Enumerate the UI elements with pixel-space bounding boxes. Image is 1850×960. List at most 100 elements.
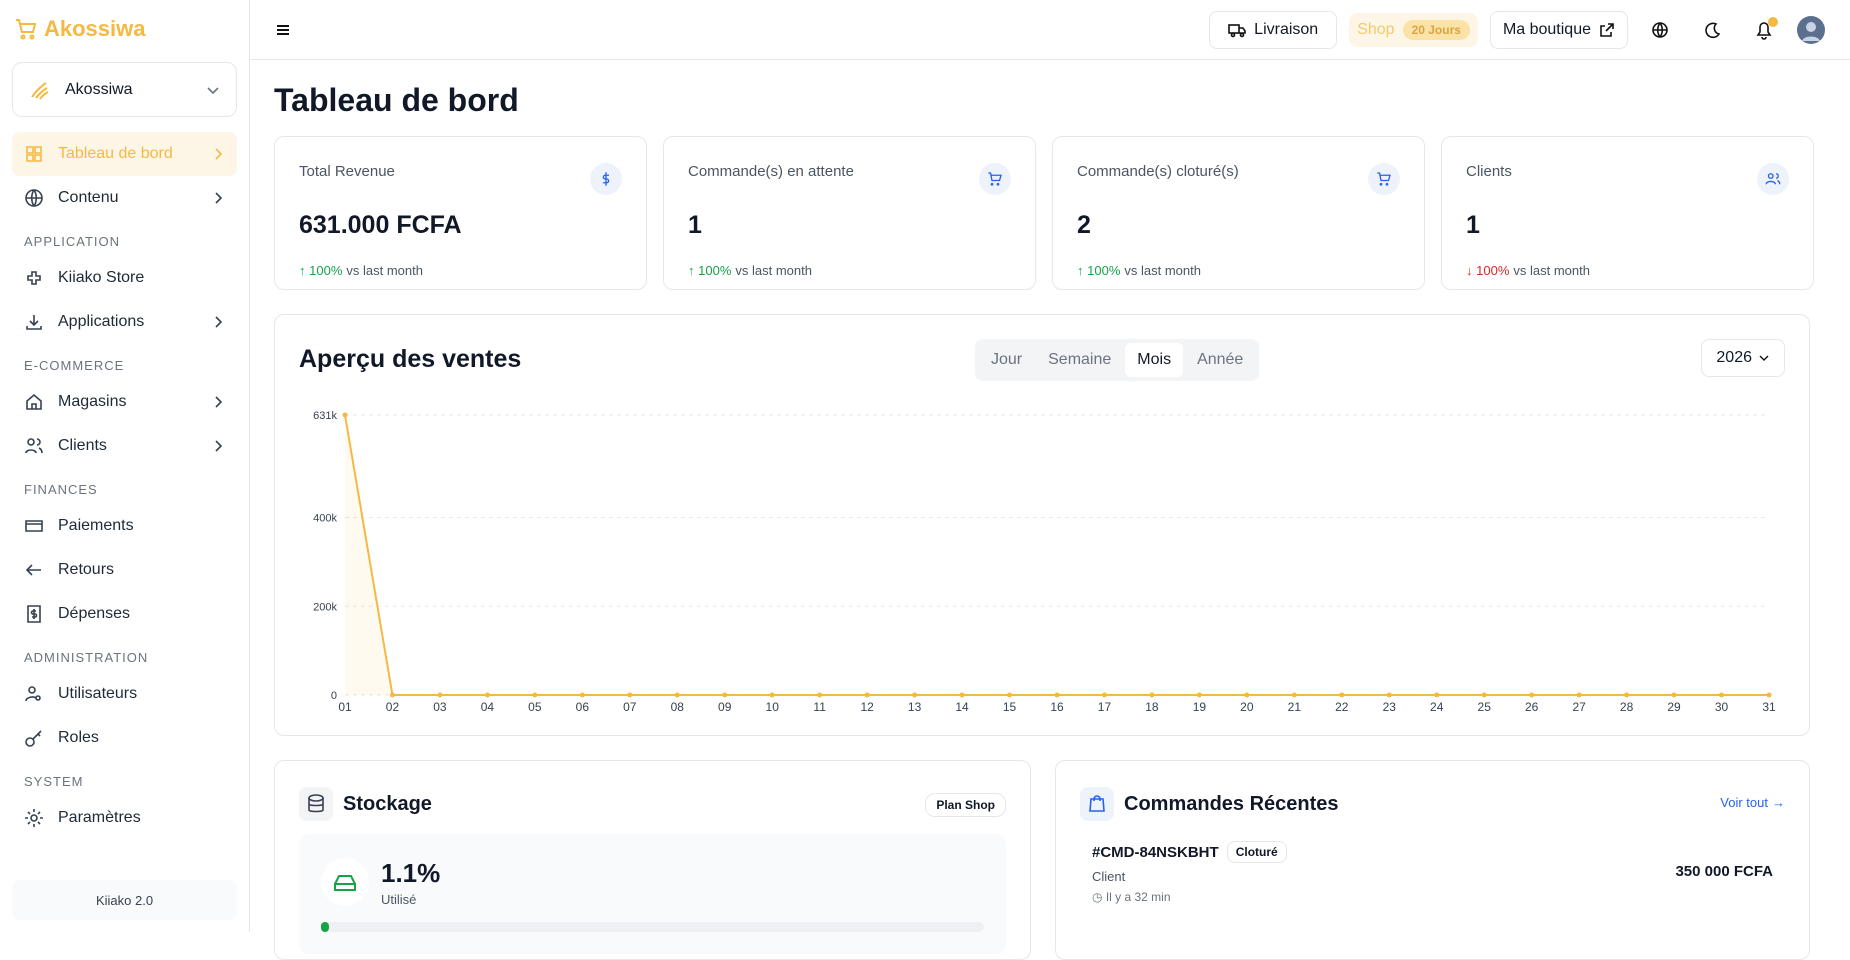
orders-link[interactable]: Voir tout → bbox=[1720, 795, 1785, 810]
storage-card: Stockage Plan Shop 1.1% Utilisé bbox=[274, 760, 1031, 960]
x-tick-label: 02 bbox=[386, 700, 400, 714]
x-tick-label: 27 bbox=[1572, 700, 1586, 714]
storage-bar bbox=[321, 922, 984, 932]
x-tick-label: 06 bbox=[576, 700, 590, 714]
x-tick-label: 01 bbox=[338, 700, 352, 714]
clock: ◷ bbox=[1092, 890, 1106, 904]
nav-item[interactable]: Dépenses bbox=[12, 592, 237, 636]
nav-item[interactable]: Utilisateurs bbox=[12, 672, 237, 716]
language-button[interactable] bbox=[1640, 10, 1680, 50]
nav-icon bbox=[26, 146, 42, 162]
cart-icon bbox=[16, 19, 37, 40]
icon-path bbox=[25, 520, 43, 532]
nav-item[interactable]: Contenu bbox=[12, 176, 237, 220]
x-tick-label: 26 bbox=[1525, 700, 1539, 714]
nav-item[interactable]: Roles bbox=[12, 716, 237, 760]
nav-item[interactable]: Kiiako Store bbox=[12, 256, 237, 300]
stat-value: 2 bbox=[1077, 211, 1091, 239]
point bbox=[1054, 692, 1060, 698]
trial-days: 20 Jours bbox=[1402, 19, 1470, 40]
orders-link-label: Voir tout bbox=[1720, 795, 1768, 810]
icon-path bbox=[26, 146, 42, 162]
line bbox=[344, 414, 1769, 696]
point bbox=[484, 692, 490, 698]
sidebar: Akossiwa Akossiwa Tableau de bord Contenu… bbox=[0, 0, 250, 932]
stat-change: ↓ 100% vs last month bbox=[1466, 263, 1590, 278]
icon-path bbox=[27, 271, 41, 285]
order-row[interactable]: #CMD-84NSKBHT Cloturé Client ◷ Il y a 32 mi… bbox=[1092, 841, 1773, 911]
change-text: vs last month bbox=[1513, 263, 1590, 278]
stat-icon bbox=[1757, 163, 1789, 195]
nav-label: Tableau de bord bbox=[58, 145, 173, 162]
brand[interactable]: Akossiwa bbox=[14, 16, 146, 42]
icon bbox=[602, 172, 610, 186]
nav-item[interactable]: Paiements bbox=[12, 504, 237, 548]
topbar: Livraison Shop 20 Jours Ma boutique bbox=[250, 0, 1850, 60]
x-tick-label: 12 bbox=[860, 700, 874, 714]
point bbox=[1766, 692, 1772, 698]
nav-icon bbox=[25, 564, 41, 576]
nav-item[interactable]: Magasins bbox=[12, 380, 237, 424]
change-text: vs last month bbox=[1124, 263, 1201, 278]
nav-item[interactable]: Tableau de bord bbox=[12, 132, 237, 176]
workspace-name: Akossiwa bbox=[65, 80, 133, 98]
nav-icon bbox=[25, 520, 43, 532]
database-icon bbox=[299, 787, 333, 821]
icon-path bbox=[25, 809, 43, 827]
delivery-label: Livraison bbox=[1254, 20, 1319, 38]
nav-item[interactable]: Paramètres bbox=[12, 796, 237, 840]
period-option[interactable]: Année bbox=[1197, 351, 1244, 368]
theme-button[interactable] bbox=[1692, 10, 1732, 50]
x-tick-label: 16 bbox=[1050, 700, 1064, 714]
stat-change: ↑ 100% vs last month bbox=[1077, 263, 1201, 278]
shop-link-label: Ma boutique bbox=[1502, 20, 1591, 38]
stat-change: ↑ 100% vs last month bbox=[299, 263, 423, 278]
chevron-path bbox=[215, 396, 223, 408]
point bbox=[769, 692, 775, 698]
point bbox=[959, 692, 965, 698]
x-tick-label: 28 bbox=[1620, 700, 1634, 714]
stat-card: Commande(s) en attente 1 ↑ 100% vs last mon… bbox=[663, 136, 1036, 290]
change-value: 100% bbox=[1476, 263, 1510, 278]
trend-arrow: ↑ bbox=[299, 263, 310, 278]
chevron bbox=[215, 316, 223, 328]
nav-item[interactable]: Retours bbox=[12, 548, 237, 592]
order-customer: Client bbox=[1092, 869, 1126, 884]
nav-label: Paramètres bbox=[58, 809, 141, 826]
period-option[interactable]: Mois bbox=[1125, 343, 1184, 377]
point bbox=[1339, 692, 1345, 698]
shop-link[interactable]: Ma boutique bbox=[1489, 10, 1628, 49]
bag-icon bbox=[1080, 787, 1114, 821]
year-select[interactable]: 2026 bbox=[1701, 339, 1785, 377]
period-option[interactable]: Semaine bbox=[1048, 351, 1112, 368]
icon-path bbox=[1765, 173, 1781, 185]
y-tick-label: 400k bbox=[313, 513, 337, 525]
arrow: → bbox=[1772, 795, 1785, 810]
nav-label: Roles bbox=[58, 729, 99, 746]
x-tick-label: 25 bbox=[1478, 700, 1492, 714]
point bbox=[1481, 692, 1487, 698]
delivery-button[interactable]: Livraison bbox=[1209, 10, 1338, 49]
point bbox=[342, 412, 348, 418]
avatar[interactable] bbox=[1796, 15, 1826, 45]
menu-toggle[interactable] bbox=[274, 21, 292, 39]
stat-value: 1 bbox=[688, 211, 702, 239]
storage-plan: Plan Shop bbox=[925, 793, 1006, 817]
chevron bbox=[215, 192, 223, 204]
x-tick-label: 08 bbox=[671, 700, 685, 714]
workspace-switcher[interactable]: Akossiwa bbox=[12, 62, 237, 117]
period-option[interactable]: Jour bbox=[991, 351, 1023, 368]
plan-badge[interactable]: Shop 20 Jours bbox=[1349, 12, 1478, 47]
x-tick-label: 14 bbox=[955, 700, 969, 714]
x-tick-label: 18 bbox=[1145, 700, 1159, 714]
order-id: #CMD-84NSKBHT bbox=[1092, 843, 1219, 861]
nav-item[interactable]: Applications bbox=[12, 300, 237, 344]
notifications-button[interactable] bbox=[1744, 10, 1784, 50]
x-tick-label: 31 bbox=[1762, 700, 1776, 714]
nav-label: Utilisateurs bbox=[58, 685, 138, 702]
truck-icon bbox=[1228, 23, 1246, 37]
y-tick-label: 631k bbox=[313, 410, 337, 422]
orders-title: Commandes Récentes bbox=[1124, 793, 1339, 815]
nav-item[interactable]: Clients bbox=[12, 424, 237, 468]
x-tick-label: 23 bbox=[1383, 700, 1397, 714]
